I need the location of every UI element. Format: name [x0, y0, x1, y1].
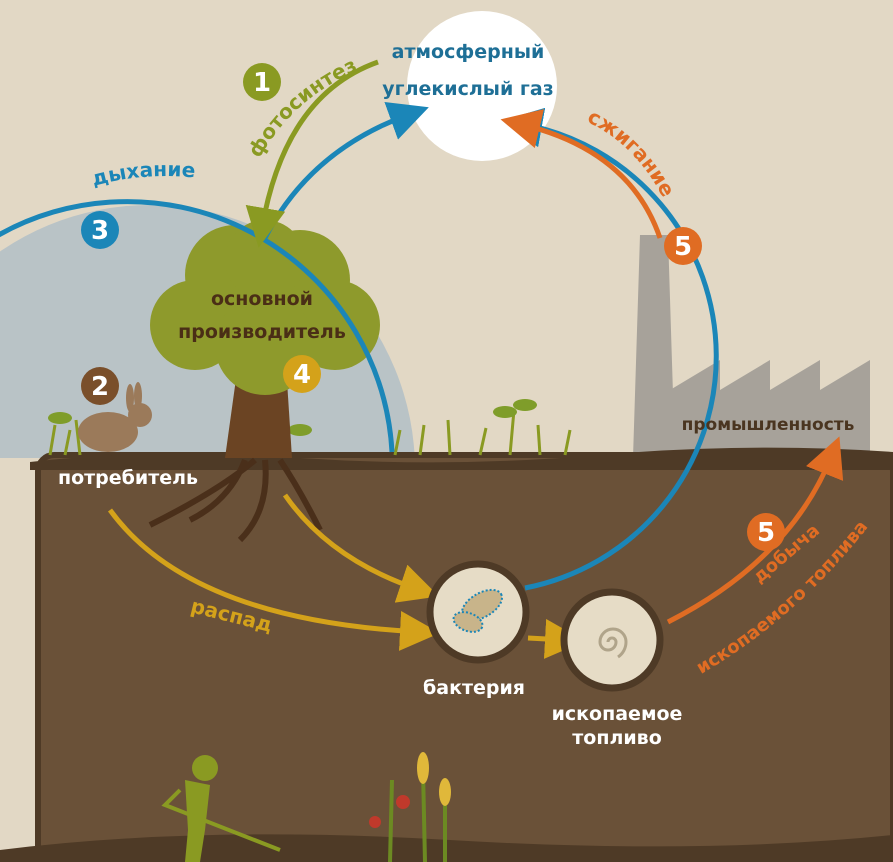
node-label: топливо [572, 727, 662, 749]
node-label: основной [211, 288, 313, 310]
step-number: 1 [253, 68, 271, 98]
node-label: бактерия [423, 677, 525, 699]
node-label: ископаемое [552, 703, 683, 725]
step-number: 2 [91, 372, 109, 402]
step-number: 5 [674, 232, 692, 262]
fossil-circle [564, 592, 660, 688]
node-label: промышленность [682, 415, 855, 435]
step-number: 5 [757, 518, 775, 548]
node-label: атмосферный [392, 41, 545, 63]
node-label: потребитель [58, 467, 198, 489]
step-number: 4 [293, 360, 311, 390]
node-label: производитель [178, 321, 346, 343]
step-number: 3 [91, 216, 109, 246]
bacteria-to-fuel-arrow [528, 638, 565, 640]
node-label: углекислый газ [382, 78, 553, 100]
carbon-cycle-diagram: атмосферный углекислый газ основной прои… [0, 0, 893, 862]
